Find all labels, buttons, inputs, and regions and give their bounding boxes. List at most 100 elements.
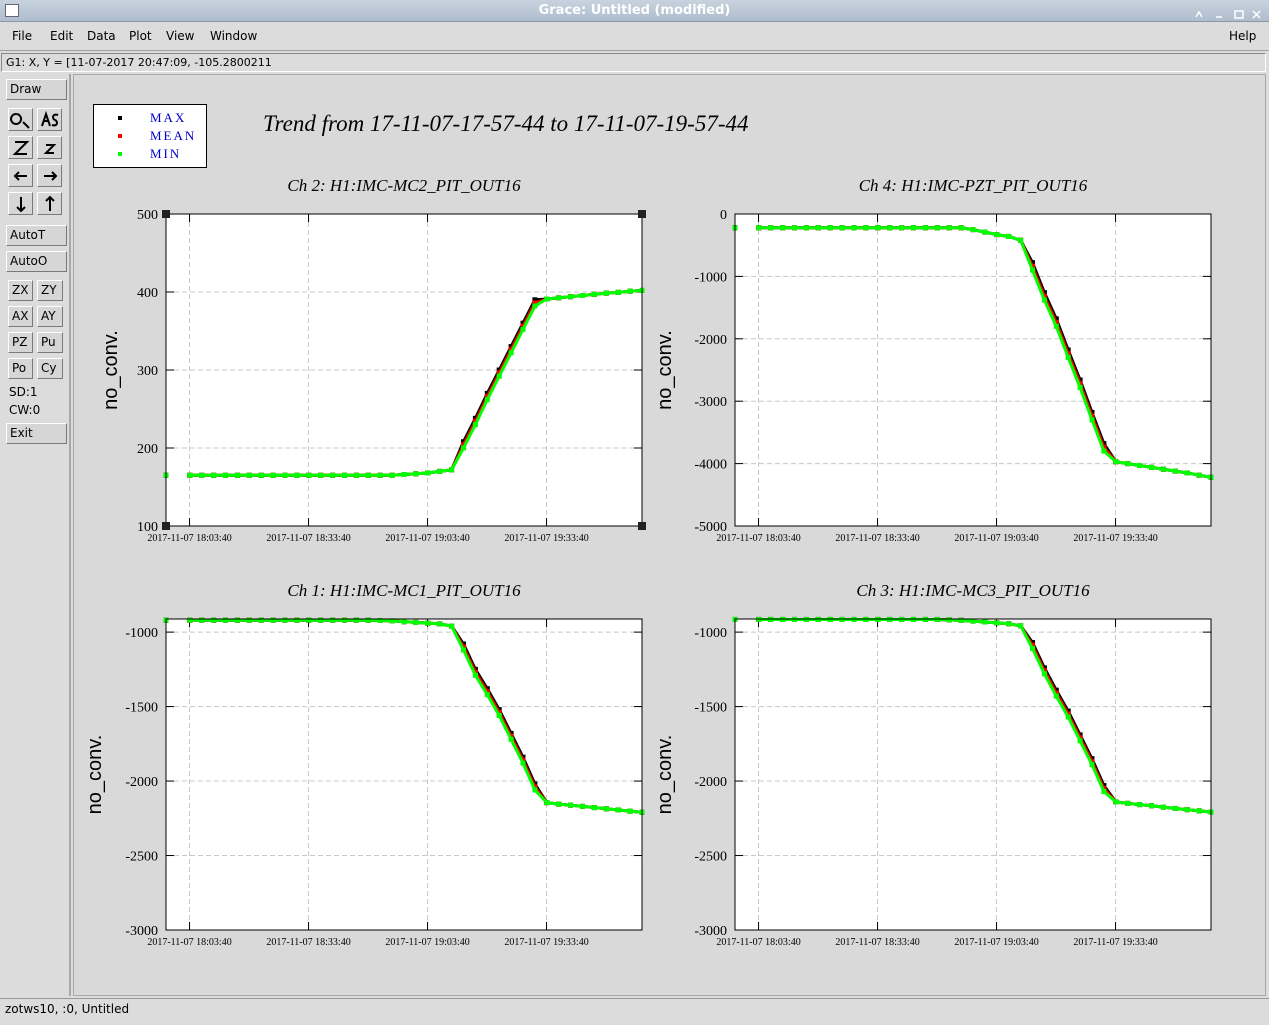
chart-title: Ch 2: H1:IMC-MC2_PIT_OUT16 <box>287 176 521 195</box>
data-point <box>1006 233 1012 239</box>
tool-button[interactable]: Cy <box>37 358 63 379</box>
tool-button[interactable]: Pu <box>37 332 63 353</box>
data-point <box>532 300 538 306</box>
data-point <box>603 806 609 812</box>
icon-glyph[interactable] <box>9 165 33 187</box>
window-control-icons[interactable] <box>1193 8 1263 20</box>
window-title: Grace: Untitled (modified) <box>538 3 731 18</box>
data-point <box>270 472 276 478</box>
data-point <box>1018 237 1024 243</box>
data-point <box>413 471 419 477</box>
legend-label: MIN <box>150 146 181 161</box>
data-point <box>211 617 217 623</box>
menu-item[interactable]: Data <box>87 29 116 43</box>
icon-glyph[interactable] <box>9 109 33 131</box>
icon-button[interactable] <box>37 164 62 187</box>
icon-button[interactable] <box>8 192 33 215</box>
x-tick-label: 2017-11-07 18:33:40 <box>835 937 919 948</box>
y-tick-label: -2000 <box>694 333 727 348</box>
selection-handle <box>162 522 170 530</box>
plot-area <box>735 619 1211 930</box>
icon-glyph[interactable] <box>38 193 62 215</box>
auto-button[interactable]: AutoO <box>6 251 67 272</box>
x-tick-label: 2017-11-07 19:33:40 <box>504 937 588 948</box>
exit-button[interactable]: Exit <box>6 423 67 444</box>
data-point <box>1137 462 1143 468</box>
tool-button[interactable]: AX <box>8 306 33 327</box>
data-point <box>461 445 466 451</box>
data-point <box>934 225 940 231</box>
data-point <box>591 291 597 297</box>
icon-button[interactable] <box>8 136 33 159</box>
window-icon <box>5 4 19 17</box>
x-tick-label: 2017-11-07 18:03:40 <box>716 937 800 948</box>
data-point <box>1030 260 1035 266</box>
tool-button[interactable]: ZY <box>37 280 63 301</box>
data-point <box>1006 621 1012 627</box>
draw-button[interactable]: Draw <box>6 79 67 100</box>
icon-glyph[interactable] <box>38 109 62 131</box>
window-controls[interactable] <box>1193 5 1261 19</box>
icon-glyph[interactable] <box>9 193 33 215</box>
auto-button[interactable]: AutoT <box>6 225 67 246</box>
icon-button[interactable] <box>8 108 33 131</box>
legend-marker <box>118 134 122 138</box>
data-point <box>994 620 1000 626</box>
x-tick-label: 2017-11-07 18:33:40 <box>266 533 350 544</box>
status-line: G1: X, Y = [11-07-2017 20:47:09, -105.28… <box>1 53 1266 72</box>
data-point <box>377 472 383 478</box>
y-tick-label: -2500 <box>125 850 158 865</box>
data-point <box>496 713 502 719</box>
y-tick-label: -2000 <box>125 775 158 790</box>
data-point <box>199 472 205 478</box>
help-menu[interactable]: Help <box>1229 29 1257 43</box>
data-point <box>246 472 252 478</box>
menu-item[interactable]: Window <box>210 29 258 43</box>
data-point <box>1053 316 1059 322</box>
icon-button[interactable] <box>37 192 62 215</box>
plot-frame <box>165 618 643 931</box>
icon-glyph[interactable] <box>38 165 62 187</box>
data-point <box>580 803 585 809</box>
y-tick-label: -1500 <box>125 701 158 716</box>
icon-button[interactable] <box>8 164 33 187</box>
menu-bar <box>0 22 1269 51</box>
icon-button[interactable] <box>37 108 62 131</box>
menu-item[interactable]: Plot <box>129 29 152 43</box>
plot-frame <box>165 213 643 527</box>
tool-button[interactable]: PZ <box>8 332 33 353</box>
data-point <box>970 618 976 624</box>
data-point <box>1077 738 1083 744</box>
menu-item[interactable]: View <box>166 29 195 43</box>
data-point <box>377 617 383 623</box>
tool-button[interactable]: AY <box>37 306 63 327</box>
x-tick-label: 2017-11-07 18:33:40 <box>835 533 919 544</box>
menu-item[interactable]: File <box>12 29 33 43</box>
data-point <box>282 617 288 623</box>
data-point <box>615 807 621 813</box>
y-axis-label: no_conv. <box>84 735 106 815</box>
figure-title: Trend from 17-11-07-17-57-44 to 17-11-07… <box>263 111 749 136</box>
x-tick-label: 2017-11-07 19:03:40 <box>954 937 1038 948</box>
data-point <box>1030 640 1035 646</box>
data-point <box>1149 464 1154 470</box>
data-point <box>353 617 359 623</box>
data-point <box>401 619 407 625</box>
y-tick-label: 500 <box>137 208 158 223</box>
data-point <box>1160 804 1166 810</box>
x-tick-label: 2017-11-07 19:33:40 <box>1073 937 1157 948</box>
icon-glyph[interactable] <box>38 137 62 159</box>
data-point <box>1184 807 1190 813</box>
data-point <box>306 472 312 478</box>
data-point <box>508 350 514 356</box>
data-point <box>484 692 490 698</box>
data-point <box>211 472 217 478</box>
icon-button[interactable] <box>37 136 62 159</box>
tool-button[interactable]: Po <box>8 358 33 379</box>
icon-glyph[interactable] <box>9 137 33 159</box>
data-point <box>780 225 786 231</box>
data-point <box>223 617 228 623</box>
tool-button[interactable]: ZX <box>8 280 33 301</box>
menu-item[interactable]: Edit <box>50 29 74 43</box>
